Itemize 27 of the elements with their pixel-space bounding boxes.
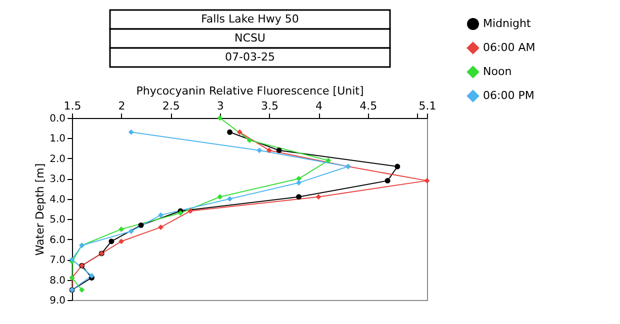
x-tick-label: 1.5 bbox=[64, 100, 82, 112]
x-tick-label: 3.5 bbox=[260, 100, 278, 112]
x-tick-label: 4 bbox=[316, 100, 323, 112]
x-tick-label: 2 bbox=[118, 100, 126, 112]
legend-label: 06:00 PM bbox=[483, 89, 534, 102]
x-tick-label: 4.5 bbox=[360, 100, 378, 112]
y-tick-label: 8.0 bbox=[50, 275, 66, 286]
legend-label: 06:00 AM bbox=[483, 41, 536, 54]
y-tick-label: 5.0 bbox=[50, 214, 66, 226]
legend-label: Noon bbox=[483, 65, 512, 78]
x-tick-label: 3 bbox=[216, 100, 224, 112]
chart-title: Falls Lake Hwy 50 bbox=[201, 12, 299, 26]
x-tick-label: 5.1 bbox=[418, 100, 436, 112]
y-tick-label: 4.0 bbox=[50, 194, 66, 206]
chart-subtitle: NCSU bbox=[234, 32, 266, 44]
y-tick-label: 0.0 bbox=[50, 114, 66, 124]
legend-label: Midnight bbox=[483, 17, 532, 30]
y-tick-label: 7.0 bbox=[50, 255, 66, 266]
y-tick-label: 3.0 bbox=[50, 174, 66, 186]
y-tick-label: 2.0 bbox=[50, 154, 66, 165]
x-axis-title: Phycocyanin Relative Fluorescence [Unit] bbox=[136, 84, 364, 98]
y-tick-label: 1.0 bbox=[50, 134, 66, 145]
y-tick-label: 6.0 bbox=[50, 234, 66, 246]
y-tick-label: 9.0 bbox=[50, 296, 66, 306]
y-axis-title: Water Depth [m] bbox=[34, 163, 47, 256]
x-tick-label: 2.5 bbox=[162, 100, 180, 112]
text: 07-03-25 bbox=[225, 50, 275, 64]
